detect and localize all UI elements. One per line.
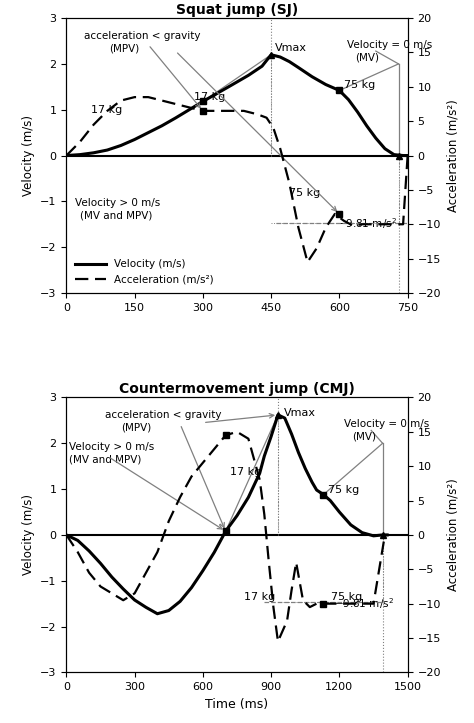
Y-axis label: Velocity (m/s): Velocity (m/s) bbox=[22, 495, 35, 576]
Text: 75 kg: 75 kg bbox=[289, 188, 320, 198]
Text: Velocity > 0 m/s: Velocity > 0 m/s bbox=[69, 442, 154, 452]
Title: Squat jump (SJ): Squat jump (SJ) bbox=[176, 3, 298, 17]
Text: Velocity = 0 m/s: Velocity = 0 m/s bbox=[344, 419, 429, 429]
Text: acceleration < gravity: acceleration < gravity bbox=[105, 410, 221, 420]
Text: Velocity = 0 m/s: Velocity = 0 m/s bbox=[347, 40, 432, 50]
Text: Vmax: Vmax bbox=[283, 408, 316, 418]
Text: 17 kg: 17 kg bbox=[91, 106, 123, 116]
Text: (MPV): (MPV) bbox=[121, 422, 151, 432]
X-axis label: Time (ms): Time (ms) bbox=[205, 698, 269, 711]
Text: (MV and MPV): (MV and MPV) bbox=[69, 455, 141, 465]
Text: 75 kg: 75 kg bbox=[344, 80, 375, 90]
Y-axis label: Acceleration (m/s²): Acceleration (m/s²) bbox=[447, 479, 459, 591]
Text: (MV): (MV) bbox=[356, 52, 379, 62]
Text: 17 kg: 17 kg bbox=[194, 92, 225, 102]
Text: $-9.81\ \mathregular{m/s^2}$: $-9.81\ \mathregular{m/s^2}$ bbox=[337, 217, 397, 231]
Text: 17 kg: 17 kg bbox=[230, 467, 262, 477]
Text: acceleration < gravity: acceleration < gravity bbox=[83, 30, 200, 40]
Title: Countermovement jump (CMJ): Countermovement jump (CMJ) bbox=[119, 382, 355, 396]
Text: $-9.81\ \mathregular{m/s^2}$: $-9.81\ \mathregular{m/s^2}$ bbox=[334, 596, 393, 611]
Text: 75 kg: 75 kg bbox=[331, 592, 363, 602]
Y-axis label: Acceleration (m/s²): Acceleration (m/s²) bbox=[447, 99, 459, 212]
Text: (MV and MPV): (MV and MPV) bbox=[80, 211, 152, 221]
Text: (MPV): (MPV) bbox=[109, 43, 140, 53]
Text: Vmax: Vmax bbox=[275, 43, 307, 53]
Text: 75 kg: 75 kg bbox=[328, 485, 359, 495]
Text: (MV): (MV) bbox=[352, 432, 376, 442]
Legend: Velocity (m/s), Acceleration (m/s²): Velocity (m/s), Acceleration (m/s²) bbox=[72, 257, 217, 288]
Y-axis label: Velocity (m/s): Velocity (m/s) bbox=[22, 115, 35, 196]
Text: Velocity > 0 m/s: Velocity > 0 m/s bbox=[75, 198, 161, 208]
Text: 17 kg: 17 kg bbox=[244, 592, 275, 602]
